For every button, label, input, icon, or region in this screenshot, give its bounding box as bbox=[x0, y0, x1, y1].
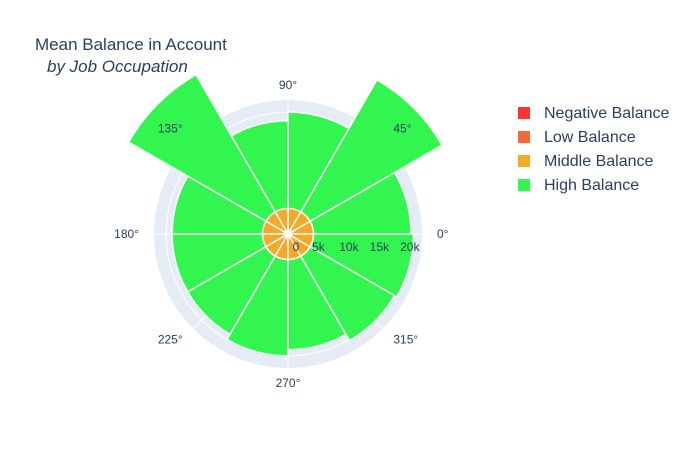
angular-tick-label: 225° bbox=[158, 332, 183, 346]
legend-item-negative-balance[interactable]: Negative Balance bbox=[518, 105, 670, 122]
polar-plot-area: 0 5k 10k 15k 20k 0° 45° 90° 135° 180° 225° 270° 315° bbox=[114, 73, 449, 390]
bar-high-balance-2[interactable] bbox=[287, 111, 350, 213]
angular-tick-label: 270° bbox=[276, 376, 301, 390]
legend-label: Negative Balance bbox=[544, 105, 670, 122]
legend-swatch bbox=[518, 155, 530, 167]
legend-swatch bbox=[518, 107, 530, 119]
legend-item-middle-balance[interactable]: Middle Balance bbox=[518, 153, 654, 170]
bar-high-balance-1[interactable] bbox=[299, 78, 444, 223]
legend[interactable]: Negative Balance Low Balance Middle Balanc… bbox=[518, 105, 670, 194]
bar-high-balance-8[interactable] bbox=[226, 255, 289, 357]
legend-label: Low Balance bbox=[544, 129, 636, 146]
legend-item-low-balance[interactable]: Low Balance bbox=[518, 129, 636, 146]
angular-tick-label: 90° bbox=[279, 78, 297, 92]
angular-tick-label: 0° bbox=[437, 227, 449, 241]
legend-item-high-balance[interactable]: High Balance bbox=[518, 177, 639, 194]
angular-tick-label: 180° bbox=[114, 227, 139, 241]
legend-label: High Balance bbox=[544, 177, 639, 194]
radial-tick-label: 5k bbox=[312, 240, 326, 254]
chart-subtitle: by Job Occupation bbox=[47, 57, 188, 76]
radial-tick-label: 20k bbox=[400, 240, 420, 254]
angular-tick-label: 45° bbox=[393, 122, 411, 136]
bar-high-balance-11[interactable] bbox=[309, 233, 415, 298]
radial-tick-label: 15k bbox=[370, 240, 390, 254]
bars bbox=[127, 73, 444, 357]
bar-high-balance-4[interactable] bbox=[127, 73, 277, 223]
radial-tick-label: 10k bbox=[339, 240, 359, 254]
angular-tick-label: 315° bbox=[393, 332, 418, 346]
chart-title: Mean Balance in Account bbox=[35, 35, 227, 54]
legend-label: Middle Balance bbox=[544, 153, 654, 170]
legend-swatch bbox=[518, 131, 530, 143]
radial-tick-label: 0 bbox=[293, 240, 300, 254]
angular-tick-label: 135° bbox=[158, 122, 183, 136]
legend-swatch bbox=[518, 179, 530, 191]
